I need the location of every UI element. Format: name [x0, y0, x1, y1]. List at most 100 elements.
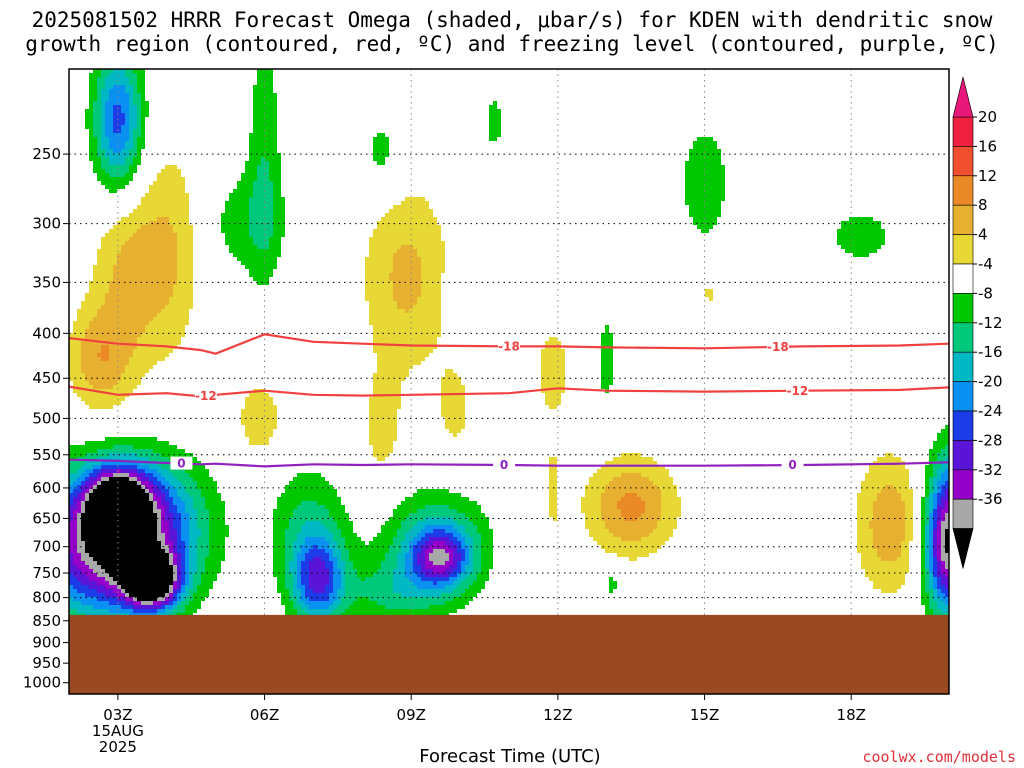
omega-cell [601, 353, 613, 357]
omega-cell [697, 137, 713, 141]
omega-cell [457, 577, 465, 581]
omega-cell [613, 457, 653, 461]
omega-cell [145, 489, 149, 493]
omega-cell [945, 425, 949, 429]
omega-cell [481, 541, 493, 545]
omega-cell [297, 601, 305, 605]
credit-link[interactable]: coolwx.com/models [862, 748, 1016, 766]
omega-cell [305, 609, 333, 613]
omega-cell [81, 513, 157, 517]
omega-cell [101, 477, 109, 481]
omega-cell [193, 477, 213, 481]
omega-cell [405, 533, 417, 537]
omega-cell [177, 593, 181, 597]
omega-cell [465, 553, 469, 557]
omega-cell [649, 477, 673, 481]
omega-cell [169, 533, 177, 537]
omega-cell [125, 145, 133, 149]
omega-cell [921, 585, 925, 589]
colorbar-swatch [952, 234, 974, 265]
omega-cell [873, 509, 905, 513]
omega-cell [181, 537, 189, 541]
omega-cell [877, 497, 901, 501]
omega-cell [541, 385, 565, 389]
omega-field [69, 69, 949, 649]
omega-cell [197, 561, 205, 565]
y-tick-label: 300 [32, 215, 61, 233]
omega-cell [929, 537, 933, 541]
omega-cell [337, 565, 345, 569]
omega-cell [77, 393, 129, 397]
omega-cell [77, 317, 93, 321]
omega-cell [105, 233, 133, 237]
omega-cell [937, 537, 941, 541]
omega-cell [429, 545, 449, 549]
omega-cell [257, 81, 273, 85]
omega-cell [373, 385, 401, 389]
omega-cell [153, 601, 161, 605]
omega-cell [309, 577, 329, 581]
omega-cell [461, 569, 465, 573]
omega-cell [313, 589, 325, 593]
omega-cell [169, 489, 177, 493]
omega-cell [589, 477, 613, 481]
omega-cell [877, 457, 901, 461]
omega-cell [101, 237, 129, 241]
omega-cell [181, 561, 185, 565]
omega-cell [453, 589, 465, 593]
omega-cell [97, 93, 101, 97]
omega-cell [305, 585, 309, 589]
omega-cell [97, 77, 105, 81]
omega-cell [165, 485, 173, 489]
omega-cell [393, 513, 409, 517]
omega-cell [933, 445, 945, 449]
omega-cell [325, 589, 333, 593]
omega-cell [489, 113, 501, 117]
omega-cell [273, 573, 285, 577]
omega-cell [69, 513, 73, 517]
omega-cell [321, 521, 337, 525]
omega-cell [133, 353, 169, 357]
omega-cell [197, 537, 209, 541]
omega-cell [841, 245, 881, 249]
omega-cell [933, 609, 941, 613]
omega-cell [641, 513, 661, 517]
omega-cell [97, 353, 109, 357]
omega-cell [93, 385, 113, 389]
ground-below-surface [69, 614, 949, 694]
omega-cell [89, 289, 109, 293]
omega-cell [149, 321, 189, 325]
omega-cell [177, 237, 193, 241]
omega-cell [933, 521, 937, 525]
omega-cell [129, 477, 137, 481]
omega-cell [473, 557, 481, 561]
omega-cell [857, 493, 877, 497]
omega-cell [325, 565, 333, 569]
omega-cell [853, 253, 869, 257]
x-tick-label: 03Z [103, 706, 132, 724]
omega-cell [137, 125, 141, 129]
colorbar-swatch [952, 293, 974, 324]
omega-cell [937, 565, 941, 569]
omega-cell [93, 161, 101, 165]
omega-cell [469, 553, 473, 557]
omega-cell [921, 505, 925, 509]
omega-cell [165, 517, 173, 521]
omega-cell [121, 373, 145, 377]
omega-cell [85, 337, 137, 341]
omega-cell [441, 377, 461, 381]
omega-cell [341, 569, 345, 573]
omega-cell [85, 493, 89, 497]
omega-cell [121, 109, 129, 113]
omega-cell [141, 197, 189, 201]
omega-cell [285, 557, 293, 561]
omega-cell [169, 529, 177, 533]
omega-cell [185, 541, 189, 545]
omega-cell [181, 525, 189, 529]
omega-cell [401, 521, 417, 525]
omega-cell [289, 481, 329, 485]
omega-cell [149, 489, 153, 493]
omega-cell [925, 485, 929, 489]
omega-cell [77, 565, 89, 569]
omega-cell [109, 349, 133, 353]
